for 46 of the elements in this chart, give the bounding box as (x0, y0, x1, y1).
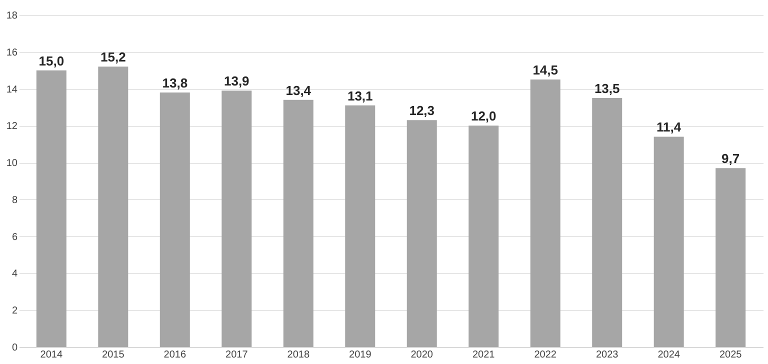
data-label: 13,8 (162, 75, 188, 90)
data-label: 15,2 (100, 50, 126, 65)
data-label: 11,4 (656, 120, 682, 135)
bar (530, 80, 560, 347)
bar (654, 136, 684, 347)
y-tick-label: 14 (6, 84, 18, 96)
y-tick-label: 18 (6, 10, 18, 22)
bar (345, 105, 376, 347)
bar (468, 126, 499, 347)
x-tick-label: 2023 (596, 350, 619, 360)
x-tick-label: 2025 (719, 350, 742, 360)
bar (98, 66, 128, 347)
x-tick-label: 2017 (226, 350, 248, 360)
data-label: 12,3 (409, 103, 435, 118)
x-tick-label: 2014 (40, 350, 63, 360)
bar (36, 70, 66, 347)
x-tick-label: 2020 (410, 350, 434, 360)
x-tick-label: 2016 (164, 350, 186, 360)
y-tick-label: 2 (12, 306, 18, 317)
data-label: 13,9 (224, 74, 250, 89)
y-tick-label: 10 (6, 158, 18, 170)
data-label: 13,1 (347, 88, 373, 104)
bar (160, 92, 190, 347)
bar (283, 100, 314, 347)
y-tick-label: 4 (12, 268, 18, 280)
x-tick-label: 2018 (287, 350, 310, 360)
x-tick-label: 2019 (349, 350, 372, 360)
data-label: 14,5 (532, 62, 558, 78)
y-tick-label: 16 (6, 47, 18, 58)
data-label: 13,4 (286, 82, 312, 98)
bar (406, 120, 437, 347)
x-tick-label: 2022 (534, 350, 557, 360)
x-tick-label: 2015 (102, 350, 125, 360)
data-label: 12,0 (470, 108, 496, 124)
bar (592, 98, 622, 347)
y-tick-label: 8 (12, 194, 18, 206)
x-tick-label: 2024 (658, 350, 680, 360)
data-label: 15,0 (38, 53, 64, 68)
x-tick-label: 2021 (472, 350, 496, 360)
data-label: 13,5 (594, 81, 620, 96)
y-tick-label: 6 (12, 232, 18, 243)
y-tick-label: 12 (6, 121, 18, 132)
bar (716, 168, 746, 347)
y-tick-label: 0 (12, 342, 18, 354)
bar (222, 90, 252, 347)
data-label: 9,7 (722, 151, 740, 166)
